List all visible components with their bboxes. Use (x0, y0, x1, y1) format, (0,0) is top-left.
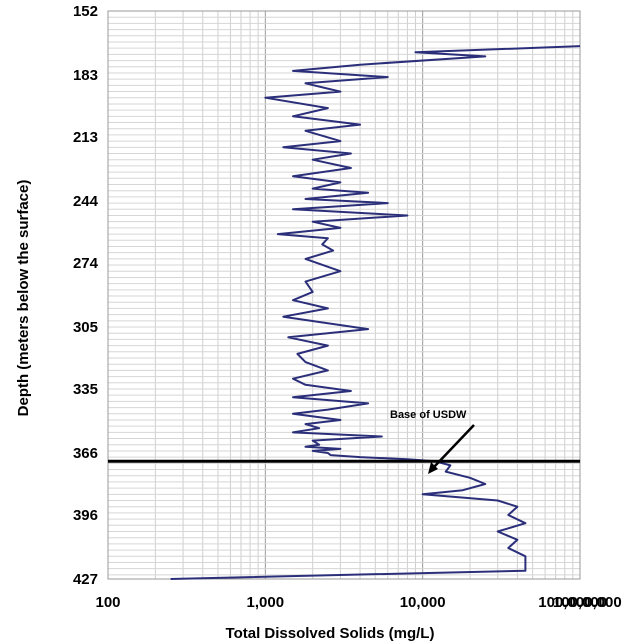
x-tick-label: 100 (95, 594, 120, 611)
base-usdw-annotation: Base of USDW (390, 409, 475, 474)
y-tick-label: 244 (73, 193, 99, 210)
y-tick-label: 274 (73, 255, 99, 272)
arrow-head-icon (428, 462, 438, 474)
x-tick-label: 100,000,000 (538, 594, 621, 611)
grid (107, 10, 580, 579)
tds-series-line (170, 45, 581, 580)
y-axis-label: Depth (meters below the surface) (15, 180, 32, 417)
y-tick-label: 366 (73, 445, 98, 462)
x-tick-label: 10,000 (400, 594, 446, 611)
y-tick-label: 396 (73, 507, 98, 524)
y-tick-label: 335 (73, 381, 98, 398)
y-tick-labels: 152 183 213 244 274 305 335 366 396 427 (73, 3, 99, 588)
annotation-arrow (433, 424, 475, 468)
y-tick-label: 213 (73, 129, 98, 146)
x-tick-label: 100,000 (553, 594, 607, 611)
y-tick-label: 305 (73, 319, 98, 336)
annotation-label: Base of USDW (390, 409, 467, 421)
x-tick-label: 1,000 (247, 594, 285, 611)
y-tick-label: 427 (73, 571, 98, 588)
plot-frame (107, 10, 581, 580)
y-tick-label: 183 (73, 67, 98, 84)
y-tick-label: 152 (73, 3, 98, 20)
x-axis-label: Total Dissolved Solids (mg/L) (226, 625, 435, 642)
